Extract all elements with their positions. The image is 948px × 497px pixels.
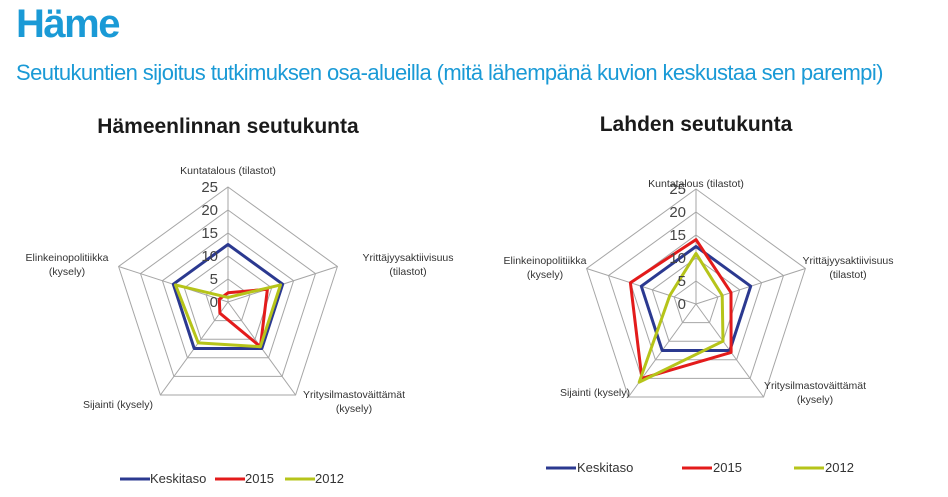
tick-label: 20 [669,204,686,221]
legend-label: Keskitaso [577,460,633,475]
grid-ring [183,255,273,340]
radar-chart-hameenlinna: Hämeenlinnan seutukunta 0 5 10 15 20 25 Kuntata… [26,115,454,486]
series-line-2015 [628,238,733,380]
series-line-keskitaso [171,243,285,350]
series-line-2012 [174,283,282,349]
tick-label: 10 [669,250,686,267]
grid-ring [118,186,338,396]
legend-label: 2012 [315,471,344,486]
category-label: Elinkeinopolitiikka (kysely) [26,252,109,278]
grid-ring [651,257,741,342]
tick-label: 25 [669,181,686,198]
category-label: Sijainti (kysely) [560,387,630,399]
tick-label: 15 [669,227,686,244]
tick-label: 20 [201,202,218,219]
chart-title: Hämeenlinnan seutukunta [97,115,359,138]
category-label: Sijainti (kysely) [83,399,153,411]
legend-label: Keskitaso [150,471,206,486]
tick-label: 0 [678,296,686,313]
tick-label: 15 [201,225,218,242]
series-line-2012 [637,251,725,384]
page-subtitle: Seutukuntien sijoitus tutkimuksen osa-al… [16,60,883,85]
category-label: Kuntatalous (tilastot) [648,178,744,190]
category-label: Yrittäjyysaktiivisuus (tilastot) [802,255,893,281]
grid-ring [607,211,785,379]
tick-label: 0 [210,294,218,311]
category-label: Elinkeinopolitiikka (kysely) [504,255,587,281]
grid-ring [673,280,719,324]
series-line-keskitaso [639,245,753,352]
grid-ring [139,209,317,377]
tick-label: 5 [678,273,686,290]
grid-ring [161,232,295,359]
category-label: Yritysilmastoväittämät (kysely) [764,380,866,406]
grid-ring [586,188,806,398]
category-label: Yritysilmastoväittämät (kysely) [303,389,405,415]
tick-label: 25 [201,179,218,196]
legend-label: 2015 [713,460,742,475]
tick-label: 10 [201,248,218,265]
page-title: Häme [16,2,120,46]
chart-title: Lahden seutukunta [600,113,793,136]
tick-label: 5 [210,271,218,288]
category-label: Kuntatalous (tilastot) [180,165,276,177]
legend-label: 2012 [825,460,854,475]
legend-label: 2015 [245,471,274,486]
category-label: Yrittäjyysaktiivisuus (tilastot) [362,252,453,278]
